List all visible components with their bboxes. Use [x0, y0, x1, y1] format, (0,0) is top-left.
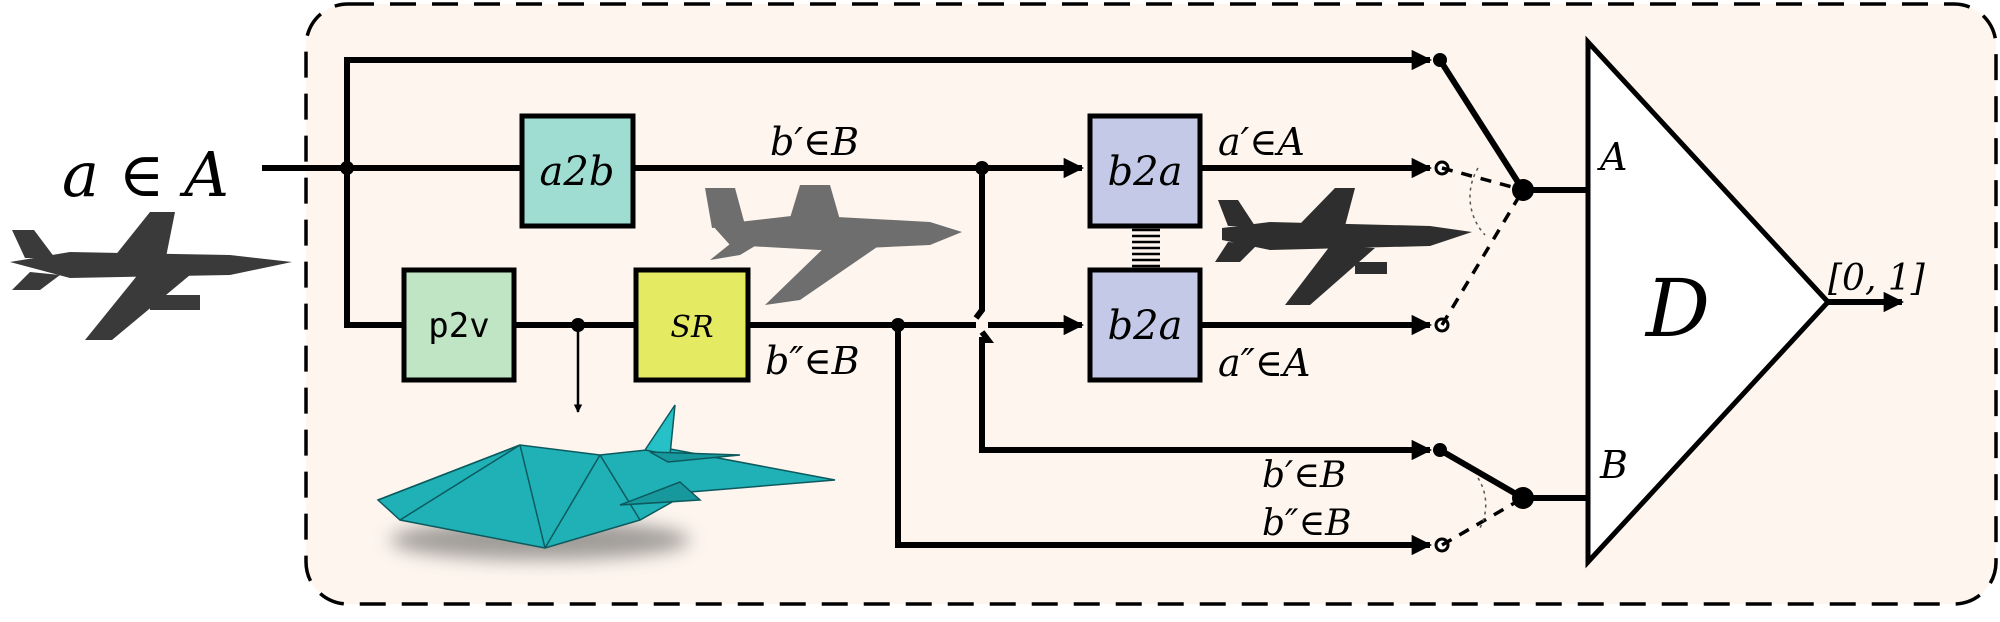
wire-top-bypass — [344, 49, 1433, 168]
b2a-bottom-block: b2a — [1087, 267, 1203, 383]
b2a-top-block: b2a — [1087, 113, 1203, 229]
sr-block: SR — [633, 267, 751, 383]
wire-b-dprime-down — [895, 325, 1433, 556]
input-label: a ∈ A — [62, 138, 229, 211]
wire-p2v-branch — [344, 168, 404, 328]
svg-text:D: D — [1644, 262, 1710, 355]
p2v-block: p2v — [401, 267, 517, 383]
junction-input — [340, 161, 354, 175]
svg-text:p2v: p2v — [428, 306, 489, 346]
translated-airplane-image — [705, 185, 962, 305]
label-b-prime-lower: b′∈B — [1262, 455, 1346, 496]
reconstructed-airplane-image — [1215, 188, 1472, 305]
svg-text:SR: SR — [670, 310, 713, 345]
svg-text:b2a: b2a — [1108, 303, 1183, 349]
label-b-prime: b′∈B — [770, 120, 859, 164]
label-a-prime: a′∈A — [1218, 120, 1305, 164]
voxel-mesh-image — [376, 404, 836, 560]
label-a-dprime: a″∈A — [1218, 341, 1310, 385]
label-b-dprime: b″∈B — [765, 339, 860, 383]
junction-a2b — [975, 161, 989, 175]
svg-text:a2b: a2b — [540, 149, 615, 195]
discriminator-input-b-label: B — [1599, 443, 1628, 487]
output-label: [0, 1] — [1828, 258, 1926, 299]
discriminator-block: D A B — [1585, 35, 1832, 569]
label-b-dprime-lower: b″∈B — [1262, 503, 1352, 544]
a2b-block: a2b — [519, 113, 636, 229]
svg-text:b2a: b2a — [1108, 149, 1183, 195]
input-airplane-image — [10, 212, 292, 340]
discriminator-input-a-label: A — [1597, 135, 1627, 179]
shared-weights-link — [1132, 228, 1160, 268]
wire-b-prime-down — [973, 168, 1430, 450]
junction-sr — [891, 318, 905, 332]
